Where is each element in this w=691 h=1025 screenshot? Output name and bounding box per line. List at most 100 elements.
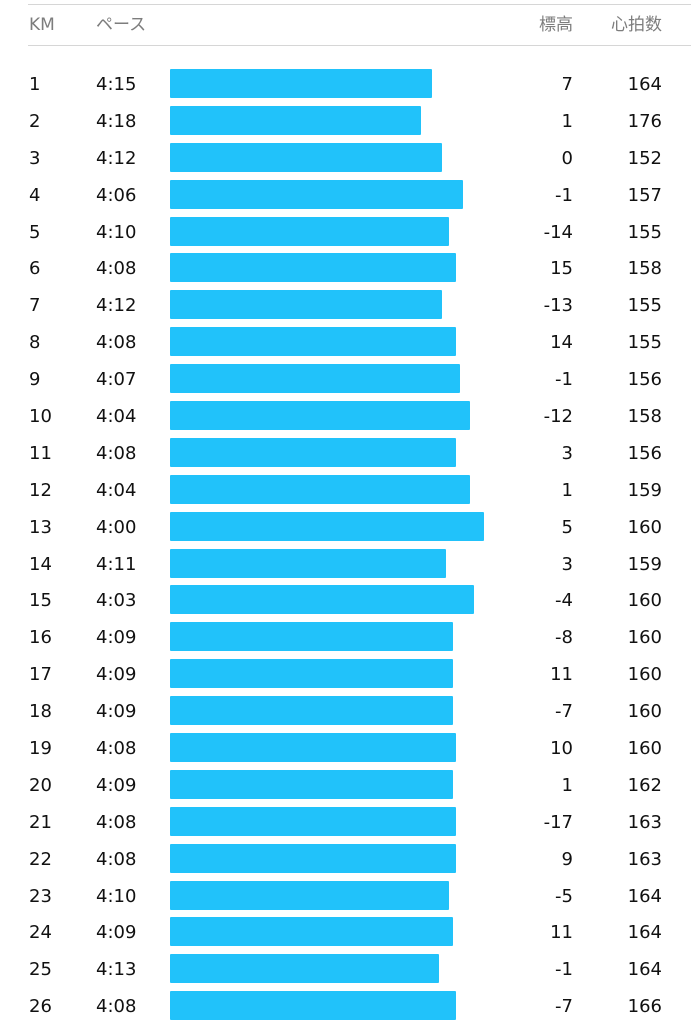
- split-heart-rate: 163: [627, 848, 662, 870]
- split-row: 9 4:07 -1 156: [0, 361, 691, 398]
- pace-bar: [170, 69, 432, 98]
- split-row: 22 4:08 9 163: [0, 841, 691, 878]
- split-elevation: 1: [561, 110, 573, 132]
- pace-bar: [170, 253, 456, 283]
- split-elevation: -1: [555, 369, 573, 391]
- split-km: 25: [29, 959, 52, 981]
- split-pace: 4:07: [96, 369, 137, 391]
- split-row: 7 4:12 -13 155: [0, 287, 691, 324]
- split-elevation: -8: [555, 627, 573, 649]
- split-elevation: 11: [550, 922, 573, 944]
- pace-bar: [170, 364, 460, 394]
- split-km: 26: [29, 996, 52, 1018]
- split-pace: 4:08: [96, 332, 137, 354]
- split-heart-rate: 156: [627, 442, 662, 464]
- splits-table-header: KM ペース 標高 心拍数: [0, 5, 691, 46]
- split-row: 15 4:03 -4 160: [0, 582, 691, 619]
- split-pace: 4:09: [96, 664, 137, 686]
- split-heart-rate: 156: [627, 369, 662, 391]
- split-elevation: 1: [561, 774, 573, 796]
- pace-bar: [170, 622, 453, 652]
- split-elevation: 10: [550, 738, 573, 760]
- split-row: 21 4:08 -17 163: [0, 804, 691, 841]
- split-pace: 4:13: [96, 959, 137, 981]
- split-row: 17 4:09 11 160: [0, 656, 691, 693]
- split-row: 3 4:12 0 152: [0, 140, 691, 177]
- pace-bar: [170, 769, 453, 799]
- split-row: 12 4:04 1 159: [0, 472, 691, 509]
- split-row: 8 4:08 14 155: [0, 324, 691, 361]
- pace-bar: [170, 954, 439, 984]
- split-km: 10: [29, 406, 52, 428]
- split-km: 23: [29, 885, 52, 907]
- pace-bar: [170, 843, 456, 873]
- split-elevation: 3: [561, 553, 573, 575]
- split-heart-rate: 176: [627, 110, 662, 132]
- split-pace: 4:09: [96, 922, 137, 944]
- split-pace: 4:10: [96, 885, 137, 907]
- split-heart-rate: 155: [627, 332, 662, 354]
- split-pace: 4:15: [96, 74, 137, 95]
- split-row: 1 4:15 7 164: [0, 66, 691, 103]
- split-heart-rate: 164: [627, 922, 662, 944]
- split-row: 10 4:04 -12 158: [0, 398, 691, 435]
- split-pace: 4:12: [96, 147, 137, 169]
- split-row: 23 4:10 -5 164: [0, 878, 691, 915]
- split-km: 11: [29, 442, 52, 464]
- split-pace: 4:06: [96, 184, 137, 206]
- split-km: 5: [29, 221, 41, 243]
- pace-bar: [170, 179, 463, 209]
- pace-bar: [170, 401, 470, 431]
- split-km: 17: [29, 664, 52, 686]
- split-row: 5 4:10 -14 155: [0, 214, 691, 251]
- pace-bar: [170, 511, 484, 541]
- pace-bar: [170, 880, 449, 910]
- split-elevation: -7: [555, 701, 573, 723]
- split-elevation: -13: [543, 295, 573, 317]
- header-divider-inset: [0, 45, 28, 47]
- split-elevation: -4: [555, 590, 573, 612]
- split-pace: 4:08: [96, 996, 137, 1018]
- split-km: 8: [29, 332, 41, 354]
- split-row: 2 4:18 1 176: [0, 103, 691, 140]
- split-km: 9: [29, 369, 41, 391]
- split-pace: 4:08: [96, 738, 137, 760]
- split-heart-rate: 158: [627, 258, 662, 280]
- split-heart-rate: 164: [627, 74, 662, 95]
- split-heart-rate: 159: [627, 479, 662, 501]
- split-pace: 4:10: [96, 221, 137, 243]
- split-elevation: 15: [550, 258, 573, 280]
- column-header-elevation: 標高: [539, 15, 573, 35]
- split-heart-rate: 160: [627, 664, 662, 686]
- split-km: 19: [29, 738, 52, 760]
- pace-bar: [170, 659, 453, 689]
- pace-bar: [170, 437, 456, 467]
- split-km: 15: [29, 590, 52, 612]
- split-km: 16: [29, 627, 52, 649]
- split-km: 21: [29, 811, 52, 833]
- split-elevation: -5: [555, 885, 573, 907]
- split-km: 2: [29, 110, 41, 132]
- splits-table-body: 1 4:15 7 164 2 4:18 1 176 3 4:12 0 152 4 4:06 -1 157 5 4:…: [0, 66, 691, 1025]
- pace-bar: [170, 327, 456, 357]
- split-km: 6: [29, 258, 41, 280]
- pace-bar: [170, 696, 453, 726]
- split-row: 11 4:08 3 156: [0, 435, 691, 472]
- split-km: 1: [29, 74, 41, 95]
- split-pace: 4:09: [96, 627, 137, 649]
- split-heart-rate: 164: [627, 885, 662, 907]
- column-header-pace: ペース: [96, 15, 147, 35]
- split-pace: 4:03: [96, 590, 137, 612]
- split-heart-rate: 160: [627, 701, 662, 723]
- split-row: 24 4:09 11 164: [0, 914, 691, 951]
- split-heart-rate: 160: [627, 516, 662, 538]
- split-pace: 4:11: [96, 553, 137, 575]
- pace-bar: [170, 806, 456, 836]
- split-km: 20: [29, 774, 52, 796]
- top-divider: [28, 4, 691, 5]
- split-km: 4: [29, 184, 41, 206]
- split-elevation: -1: [555, 184, 573, 206]
- split-elevation: 5: [561, 516, 573, 538]
- split-row: 13 4:00 5 160: [0, 509, 691, 546]
- split-km: 22: [29, 848, 52, 870]
